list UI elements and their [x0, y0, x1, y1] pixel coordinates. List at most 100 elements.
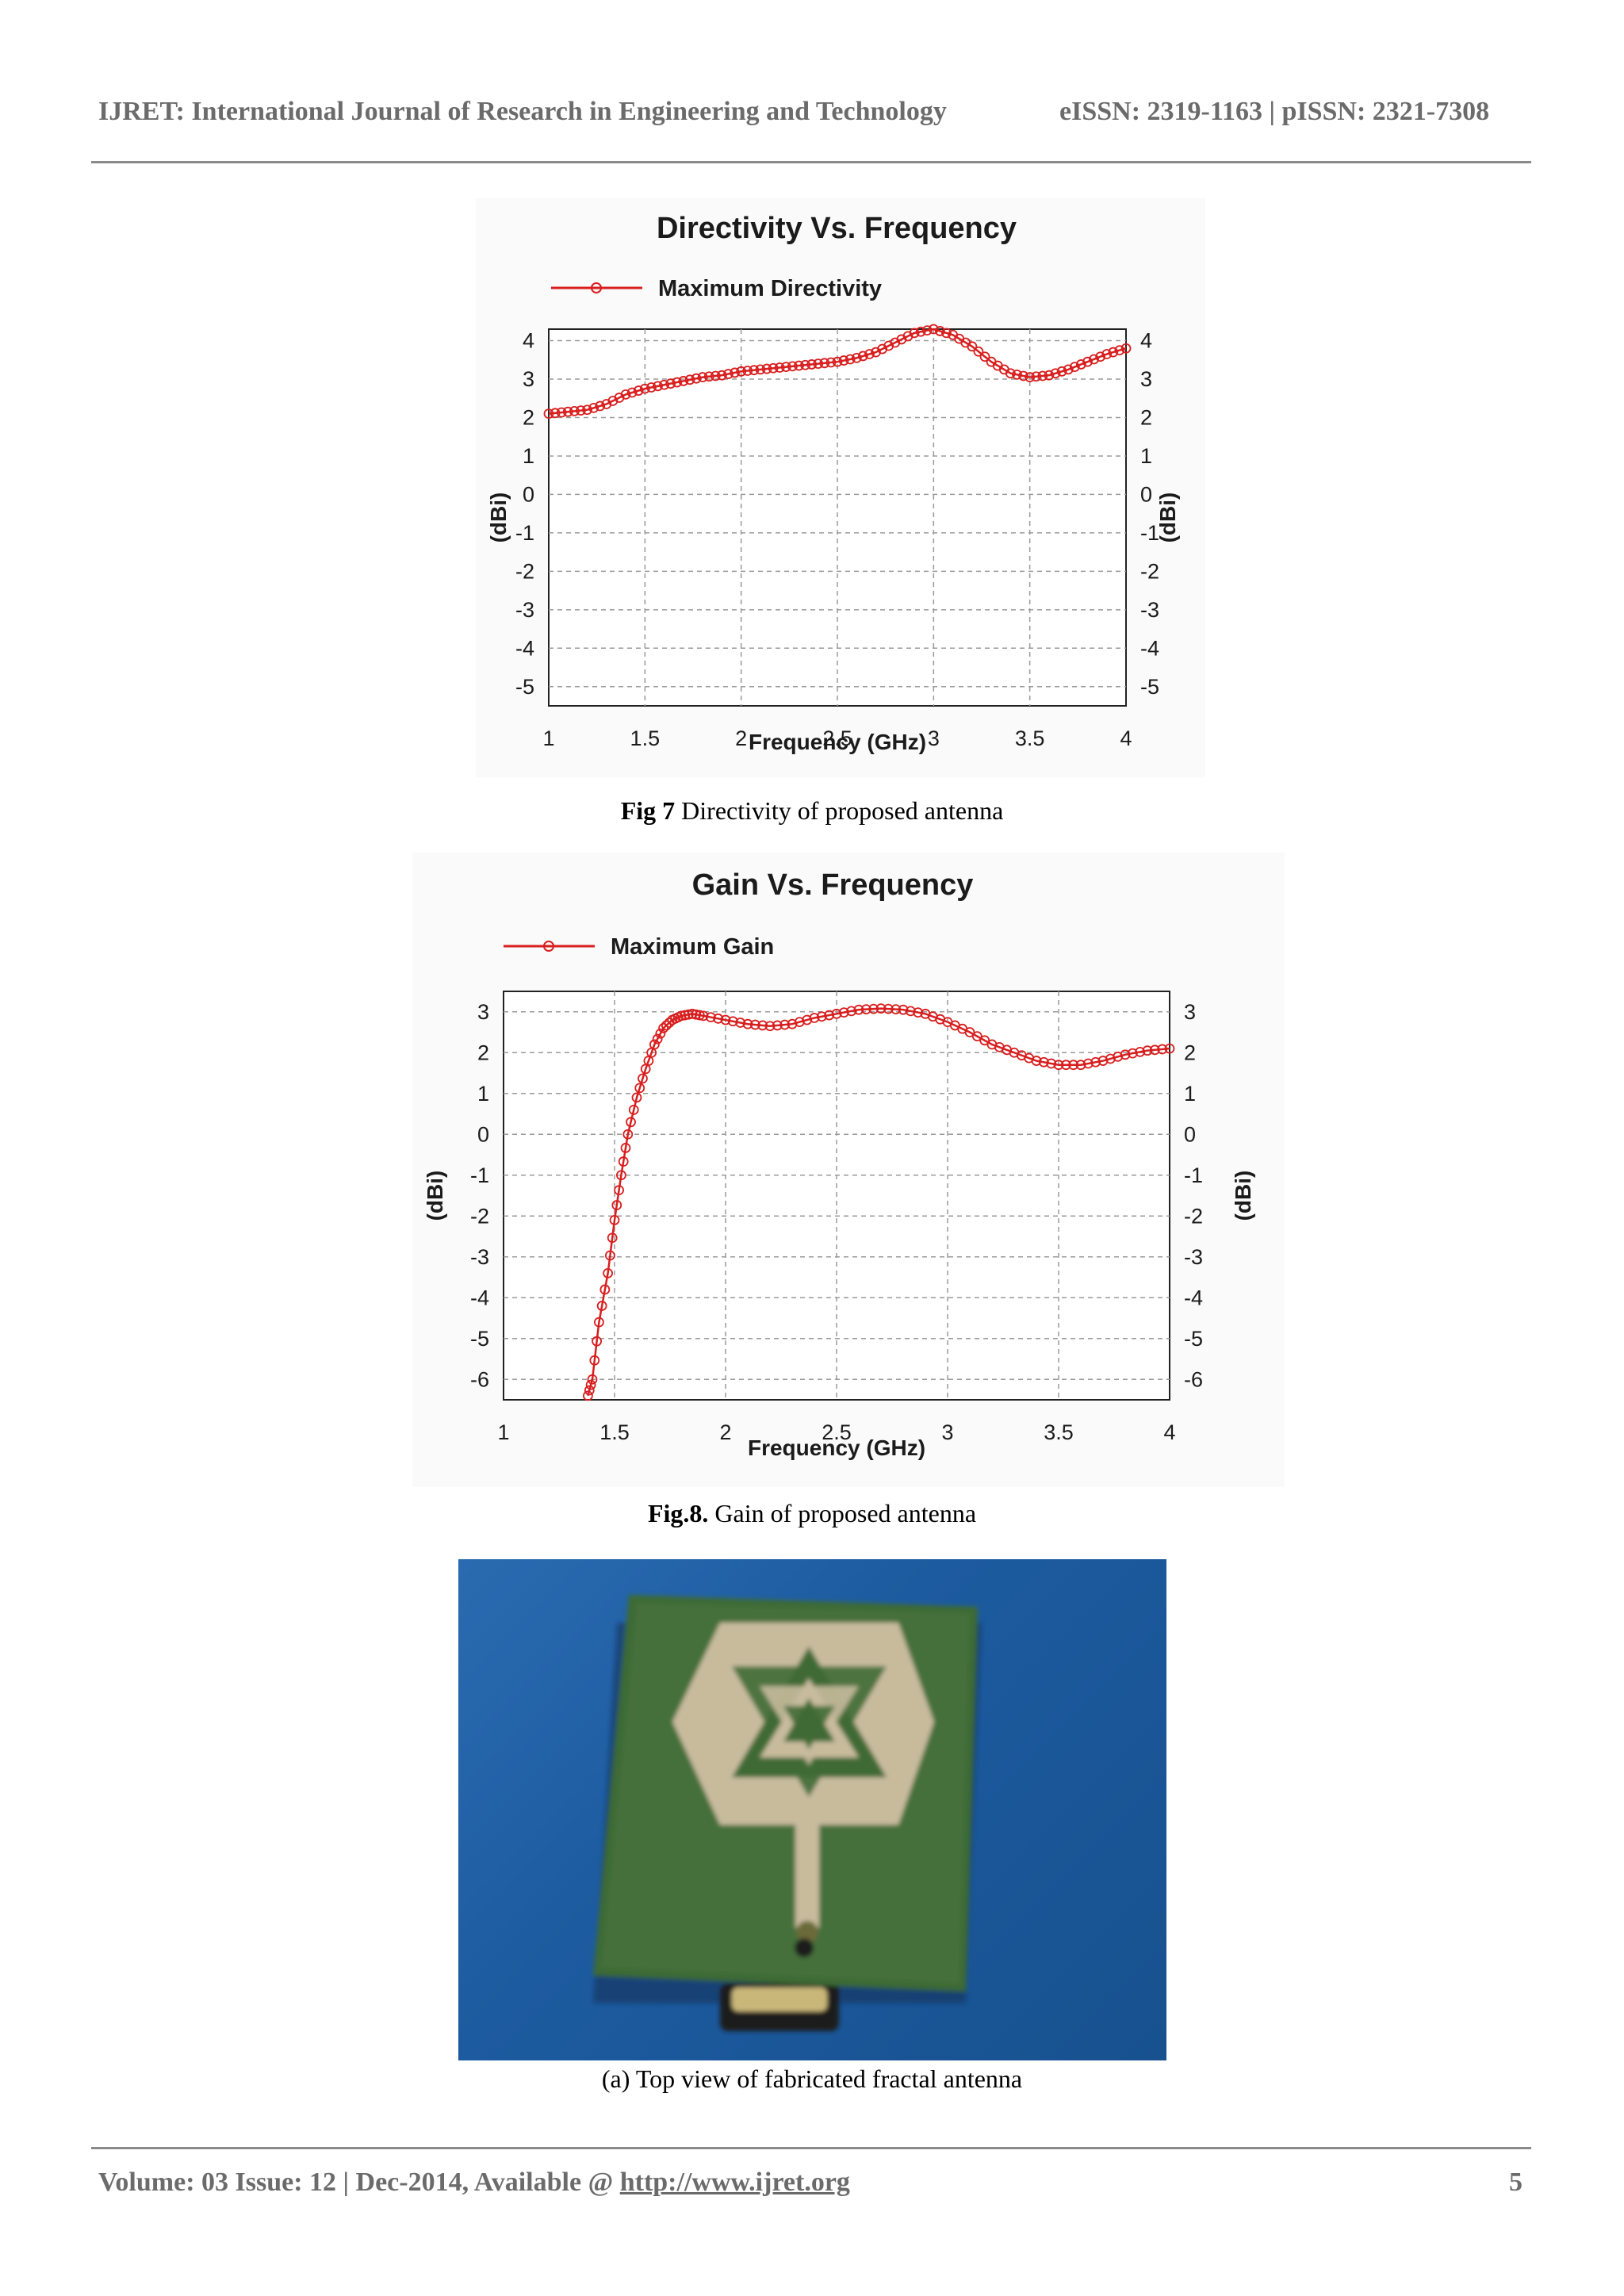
- data-point: [757, 1020, 768, 1031]
- antenna-photo: [458, 1559, 1166, 2060]
- x-tick-label: 3: [928, 726, 940, 750]
- data-point: [1069, 362, 1080, 373]
- photo-caption: (a) Top view of fabricated fractal anten…: [601, 2064, 1023, 2093]
- data-point: [582, 1390, 593, 1401]
- y-tick-label-left: 3: [477, 1000, 489, 1024]
- data-point: [550, 408, 561, 419]
- data-point: [825, 357, 837, 368]
- data-point: [832, 356, 843, 367]
- data-point: [928, 324, 939, 335]
- data-point: [921, 325, 933, 336]
- data-point: [941, 328, 952, 339]
- data-point: [846, 1006, 857, 1017]
- data-point: [1038, 1056, 1049, 1068]
- data-point: [604, 1250, 615, 1261]
- data-point: [891, 1004, 902, 1015]
- x-tick-label: 2.5: [822, 726, 852, 750]
- gain-chart-container: Gain Vs. Frequency Maximum Gain 1 1.5 2 2.5 3 3…: [412, 853, 1285, 1487]
- data-point: [1142, 1045, 1153, 1056]
- y-tick-label-right: -5: [1184, 1327, 1203, 1351]
- data-point: [898, 1004, 909, 1015]
- x-tick-label: 1: [542, 726, 554, 750]
- data-point: [964, 1027, 975, 1037]
- data-point: [1114, 345, 1125, 356]
- data-point: [1037, 370, 1048, 381]
- y-tick-label-left: -6: [470, 1367, 489, 1391]
- issn-info: eISSN: 2319-1163 | pISSN: 2321-7308: [1059, 97, 1490, 126]
- footer-volume-text: Volume: 03 Issue: 12 | Dec-2014, Availab…: [98, 2168, 620, 2197]
- x-axis-label: Frequency (GHz): [749, 730, 926, 754]
- data-point: [723, 369, 733, 379]
- data-point: [615, 1170, 626, 1181]
- data-point: [585, 1379, 596, 1390]
- data-point: [779, 1019, 791, 1030]
- directivity-chart: Directivity Vs. Frequency Maximum Directi…: [486, 212, 1180, 754]
- fig7-caption: Fig 7 Directivity of proposed antenna: [0, 796, 1624, 826]
- y-tick-label-left: -3: [515, 598, 534, 622]
- y-tick-label-right: -5: [1140, 675, 1159, 699]
- data-point: [831, 1008, 842, 1019]
- data-point: [620, 1143, 631, 1153]
- data-point: [716, 370, 727, 381]
- data-point: [768, 362, 779, 374]
- data-point: [562, 406, 573, 417]
- data-point: [622, 1129, 634, 1140]
- y-tick-label-right: -1: [1184, 1163, 1203, 1187]
- data-point: [1046, 1058, 1057, 1069]
- y-tick-label-left: 4: [523, 329, 534, 353]
- data-point: [1157, 1044, 1168, 1055]
- data-point: [720, 1014, 731, 1025]
- footer-volume: Volume: 03 Issue: 12 | Dec-2014, Availab…: [98, 2168, 850, 2198]
- legend-label: Maximum Gain: [611, 934, 774, 960]
- data-point: [971, 1031, 982, 1042]
- data-point: [913, 1007, 924, 1018]
- fig8-caption: Fig.8. Gain of proposed antenna: [0, 1499, 1624, 1528]
- y-tick-label-right: -1: [1140, 521, 1159, 545]
- data-point: [967, 341, 978, 352]
- data-point: [607, 1232, 618, 1244]
- y-tick-label-left: 0: [523, 482, 534, 506]
- y-tick-label-left: 1: [523, 444, 534, 468]
- x-axis-label: Frequency (GHz): [748, 1435, 925, 1460]
- data-point: [800, 359, 810, 370]
- y-tick-label-left: 2: [523, 405, 534, 429]
- y-tick-label-right: 2: [1184, 1041, 1196, 1064]
- y-tick-label-left: 3: [523, 367, 534, 391]
- data-point: [883, 1003, 894, 1014]
- data-point: [665, 378, 676, 389]
- y-tick-label-right: 1: [1140, 444, 1152, 468]
- legend-marker: [543, 941, 554, 952]
- data-point: [1075, 359, 1086, 370]
- y-tick-label-left: -3: [470, 1245, 489, 1269]
- data-point: [749, 1019, 760, 1030]
- data-point: [680, 1010, 691, 1021]
- footer-url-link[interactable]: http://www.ijret.org: [619, 2168, 850, 2197]
- legend-marker: [591, 282, 602, 293]
- data-point: [742, 366, 753, 376]
- data-point: [710, 370, 721, 381]
- fig7-caption-label: Fig 7: [620, 796, 676, 825]
- y-tick-label-left: 0: [477, 1122, 489, 1146]
- data-point: [582, 404, 592, 416]
- data-point: [618, 1156, 629, 1167]
- data-point: [730, 367, 740, 378]
- data-point: [543, 408, 554, 420]
- data-point: [1089, 354, 1099, 365]
- data-point: [979, 1035, 990, 1046]
- x-tick-label: 2: [719, 1420, 731, 1444]
- data-point: [727, 1016, 738, 1027]
- data-point: [824, 1010, 835, 1021]
- data-point: [1053, 1060, 1064, 1071]
- data-point: [860, 1004, 871, 1015]
- y-tick-label-left: -2: [515, 559, 534, 583]
- data-point: [851, 352, 862, 363]
- data-point: [838, 355, 849, 366]
- y-tick-label-left: -4: [515, 636, 534, 660]
- x-tick-label: 3.5: [1015, 726, 1045, 750]
- data-point: [1031, 371, 1042, 382]
- data-point: [713, 1013, 724, 1024]
- chart-title: Directivity Vs. Frequency: [657, 212, 1017, 245]
- data-point: [772, 1020, 783, 1031]
- data-point: [845, 354, 856, 365]
- data-point: [626, 387, 638, 398]
